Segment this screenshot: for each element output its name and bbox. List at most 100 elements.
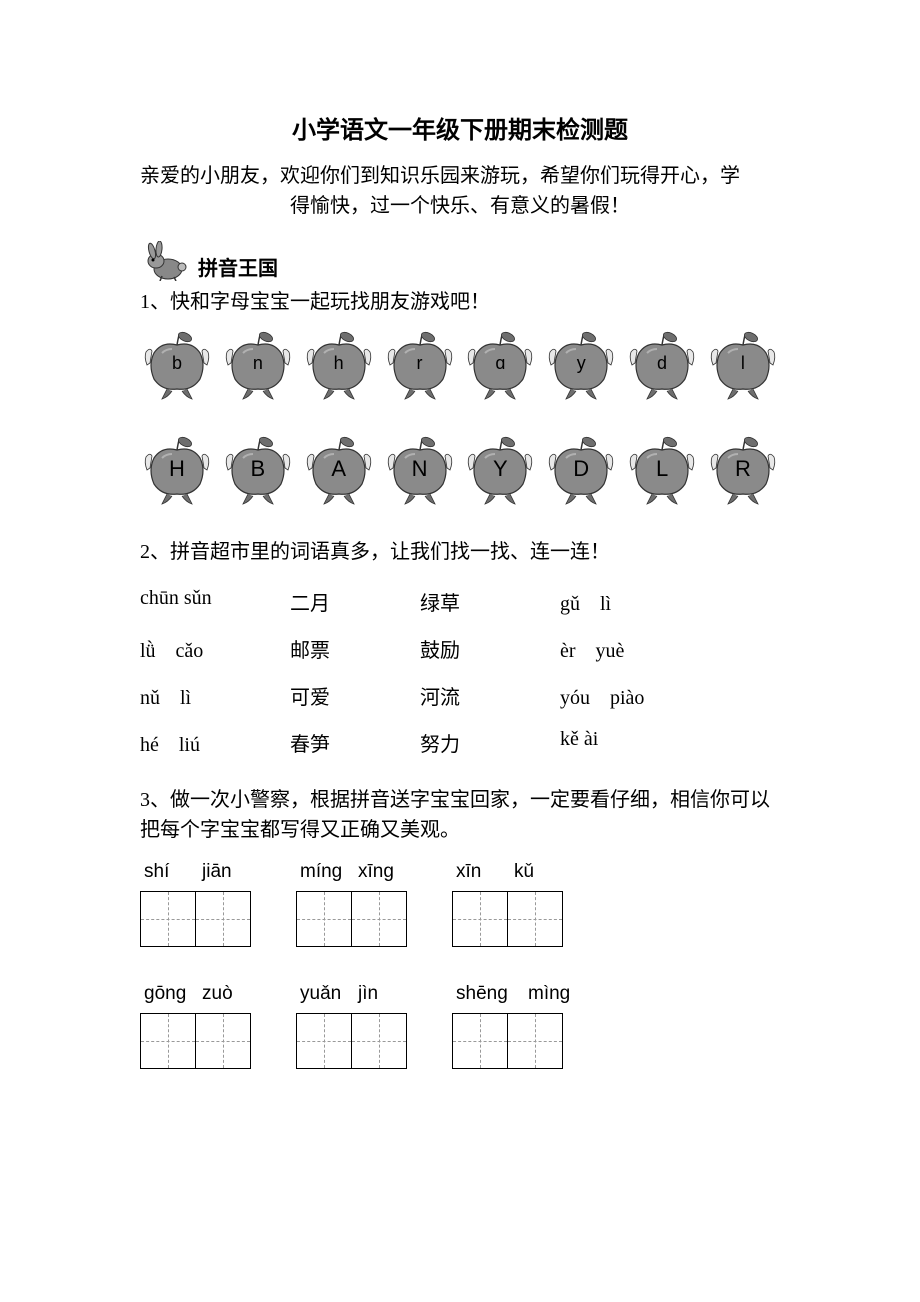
char-box (507, 1013, 563, 1069)
match-cell-word: 绿草 (420, 587, 560, 616)
char-box (351, 891, 407, 947)
match-cell-word: 鼓励 (420, 634, 560, 663)
pinyin-label: míng (296, 861, 354, 885)
pinyin-label: shēng (452, 983, 524, 1007)
apple-letter: y (546, 353, 616, 374)
pinyin-label: zuò (198, 983, 256, 1007)
page-title: 小学语文一年级下册期末检测题 (140, 110, 780, 145)
apple-item: l (708, 327, 778, 402)
apple-item: n (223, 327, 293, 402)
pinyin-label-row: yuǎn jìn (296, 983, 412, 1007)
char-box-group: shēng mìng (452, 983, 596, 1069)
pinyin-label-row: shēng mìng (452, 983, 596, 1007)
char-box (140, 1013, 196, 1069)
apple-letter: B (223, 456, 293, 482)
char-box (296, 891, 352, 947)
pinyin-label: jìn (354, 983, 412, 1007)
apple-letter: L (627, 456, 697, 482)
match-cell-word: 邮票 (290, 634, 420, 663)
match-cell-word: 春笋 (290, 728, 420, 757)
pinyin-label: xīn (452, 861, 510, 885)
apple-letter: Y (465, 456, 535, 482)
apple-item: B (223, 432, 293, 507)
match-cell-pinyin: kě ài (560, 728, 720, 757)
match-cell-pinyin: lǜ cǎo (140, 634, 290, 663)
match-table: chūn sǔn 二月 绿草 gǔ lì lǜ cǎo 邮票 鼓励 èr yuè… (140, 587, 780, 757)
apple-letter: A (304, 456, 374, 482)
char-box-pair (452, 891, 568, 947)
char-box (195, 1013, 251, 1069)
apple-letter: ɑ (465, 353, 535, 374)
char-box (507, 891, 563, 947)
match-cell-pinyin: hé liú (140, 728, 290, 757)
apple-letter: N (385, 456, 455, 482)
char-box-pair (296, 1013, 412, 1069)
pinyin-label: gōng (140, 983, 198, 1007)
apple-letter: R (708, 456, 778, 482)
intro-line-1: 亲爱的小朋友，欢迎你们到知识乐园来游玩，希望你们玩得开心，学 (140, 161, 780, 191)
apple-item: D (546, 432, 616, 507)
apple-item: r (385, 327, 455, 402)
match-cell-pinyin: nǔ lì (140, 681, 290, 710)
pinyin-label: yuǎn (296, 983, 354, 1007)
pinyin-label: jiān (198, 861, 256, 885)
pinyin-label-row: shí jiān (140, 861, 256, 885)
pinyin-label: shí (140, 861, 198, 885)
match-row: nǔ lì 可爱 河流 yóu piào (140, 681, 780, 710)
question-3: 3、做一次小警察，根据拼音送字宝宝回家，一定要看仔细，相信你可以把每个字宝宝都写… (140, 785, 780, 845)
match-row: chūn sǔn 二月 绿草 gǔ lì (140, 587, 780, 616)
apple-letter: b (142, 353, 212, 374)
apple-letter: l (708, 353, 778, 374)
intro-line-2: 得愉快，过一个快乐、有意义的暑假！ (140, 191, 780, 221)
question-1: 1、快和字母宝宝一起玩找朋友游戏吧！ (140, 287, 780, 317)
apple-item: A (304, 432, 374, 507)
char-box (195, 891, 251, 947)
apple-letter: H (142, 456, 212, 482)
char-box (452, 1013, 508, 1069)
section-header: 拼音王国 (140, 241, 780, 281)
match-cell-word: 二月 (290, 587, 420, 616)
char-box-group: shí jiān (140, 861, 256, 947)
apple-row-uppercase: H B A N Y (140, 432, 780, 507)
pinyin-label: kǔ (510, 861, 568, 885)
char-box-group: xīn kǔ (452, 861, 568, 947)
question-2: 2、拼音超市里的词语真多，让我们找一找、连一连！ (140, 537, 780, 567)
char-box (452, 891, 508, 947)
pinyin-label-row: gōng zuò (140, 983, 256, 1007)
char-box-group: míng xīng (296, 861, 412, 947)
apple-item: Y (465, 432, 535, 507)
char-box-pair (140, 1013, 256, 1069)
match-row: hé liú 春笋 努力 kě ài (140, 728, 780, 757)
apple-item: d (627, 327, 697, 402)
apple-item: h (304, 327, 374, 402)
section-title: 拼音王国 (198, 252, 278, 281)
pinyin-boxes: shí jiān míng xīng xīn kǔ (140, 861, 780, 1069)
apple-item: y (546, 327, 616, 402)
match-cell-pinyin: gǔ lì (560, 587, 720, 616)
apple-letter: d (627, 353, 697, 374)
pinyin-label-row: xīn kǔ (452, 861, 568, 885)
char-box (351, 1013, 407, 1069)
apple-item: L (627, 432, 697, 507)
char-box-pair (296, 891, 412, 947)
rabbit-icon (140, 241, 190, 281)
apple-item: N (385, 432, 455, 507)
apple-item: H (142, 432, 212, 507)
match-row: lǜ cǎo 邮票 鼓励 èr yuè (140, 634, 780, 663)
apple-letter: r (385, 353, 455, 374)
intro-text: 亲爱的小朋友，欢迎你们到知识乐园来游玩，希望你们玩得开心，学 得愉快，过一个快乐… (140, 161, 780, 221)
apple-letter: h (304, 353, 374, 374)
char-box-pair (452, 1013, 596, 1069)
apple-item: R (708, 432, 778, 507)
apple-letter: n (223, 353, 293, 374)
pinyin-label-row: míng xīng (296, 861, 412, 885)
match-cell-word: 可爱 (290, 681, 420, 710)
char-box-group: yuǎn jìn (296, 983, 412, 1069)
apple-row-lowercase: b n h r ɑ (140, 327, 780, 402)
char-box-pair (140, 891, 256, 947)
apple-item: ɑ (465, 327, 535, 402)
char-box (296, 1013, 352, 1069)
box-row-2: gōng zuò yuǎn jìn shēng mìng (140, 983, 780, 1069)
char-box-group: gōng zuò (140, 983, 256, 1069)
match-cell-pinyin: chūn sǔn (140, 587, 290, 616)
